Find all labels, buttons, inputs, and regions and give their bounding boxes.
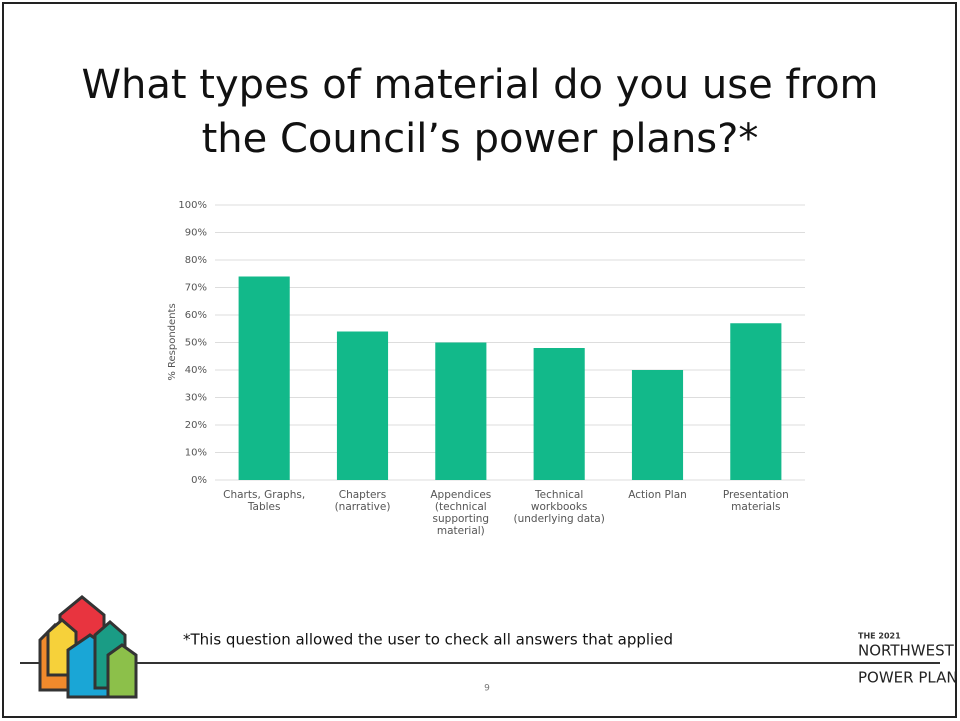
- chart-title: What types of material do you use from t…: [81, 62, 879, 162]
- y-axis-label: % Respondents: [167, 303, 178, 380]
- x-tick-label: Action Plan: [628, 489, 687, 501]
- bar: [238, 276, 290, 480]
- x-tick-label: Appendices (technical supporting materia…: [430, 489, 492, 537]
- y-tick-label: 10%: [185, 448, 207, 459]
- bar: [435, 342, 487, 480]
- logo-icon: [38, 595, 138, 699]
- bar: [533, 348, 585, 480]
- bar: [336, 331, 389, 480]
- y-tick-label: 20%: [185, 420, 207, 431]
- x-tick-label: Technical workbooks (underlying data): [513, 489, 605, 525]
- page-number: 9: [484, 684, 490, 694]
- bar: [631, 370, 684, 480]
- y-tick-label: 70%: [185, 283, 207, 294]
- y-tick-label: 0%: [191, 475, 207, 486]
- x-tick-label: Presentation materials: [722, 489, 789, 513]
- logo-line: POWER PLAN: [858, 669, 958, 687]
- logo-line: THE 2021: [858, 632, 901, 641]
- y-tick-label: 90%: [185, 228, 207, 239]
- x-tick-label: Charts, Graphs, Tables: [223, 489, 306, 513]
- y-tick-label: 60%: [185, 310, 207, 321]
- footnote: *This question allowed the user to check…: [183, 631, 673, 649]
- y-tick-label: 50%: [185, 338, 207, 349]
- y-tick-label: 80%: [185, 255, 207, 266]
- logo-line: NORTHWEST: [858, 642, 955, 660]
- y-tick-label: 40%: [185, 365, 207, 376]
- y-tick-label: 30%: [185, 393, 207, 404]
- y-tick-label: 100%: [178, 200, 207, 211]
- bar: [730, 323, 782, 480]
- x-tick-label: Chapters (narrative): [334, 489, 391, 513]
